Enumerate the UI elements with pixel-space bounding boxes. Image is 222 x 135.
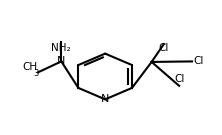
Text: CH: CH	[22, 62, 37, 72]
Text: Cl: Cl	[193, 56, 203, 66]
Text: N: N	[57, 56, 65, 66]
Text: 3: 3	[34, 69, 39, 78]
Text: Cl: Cl	[159, 43, 169, 53]
Text: NH₂: NH₂	[52, 43, 71, 53]
Text: N: N	[101, 94, 109, 104]
Text: Cl: Cl	[174, 74, 184, 84]
